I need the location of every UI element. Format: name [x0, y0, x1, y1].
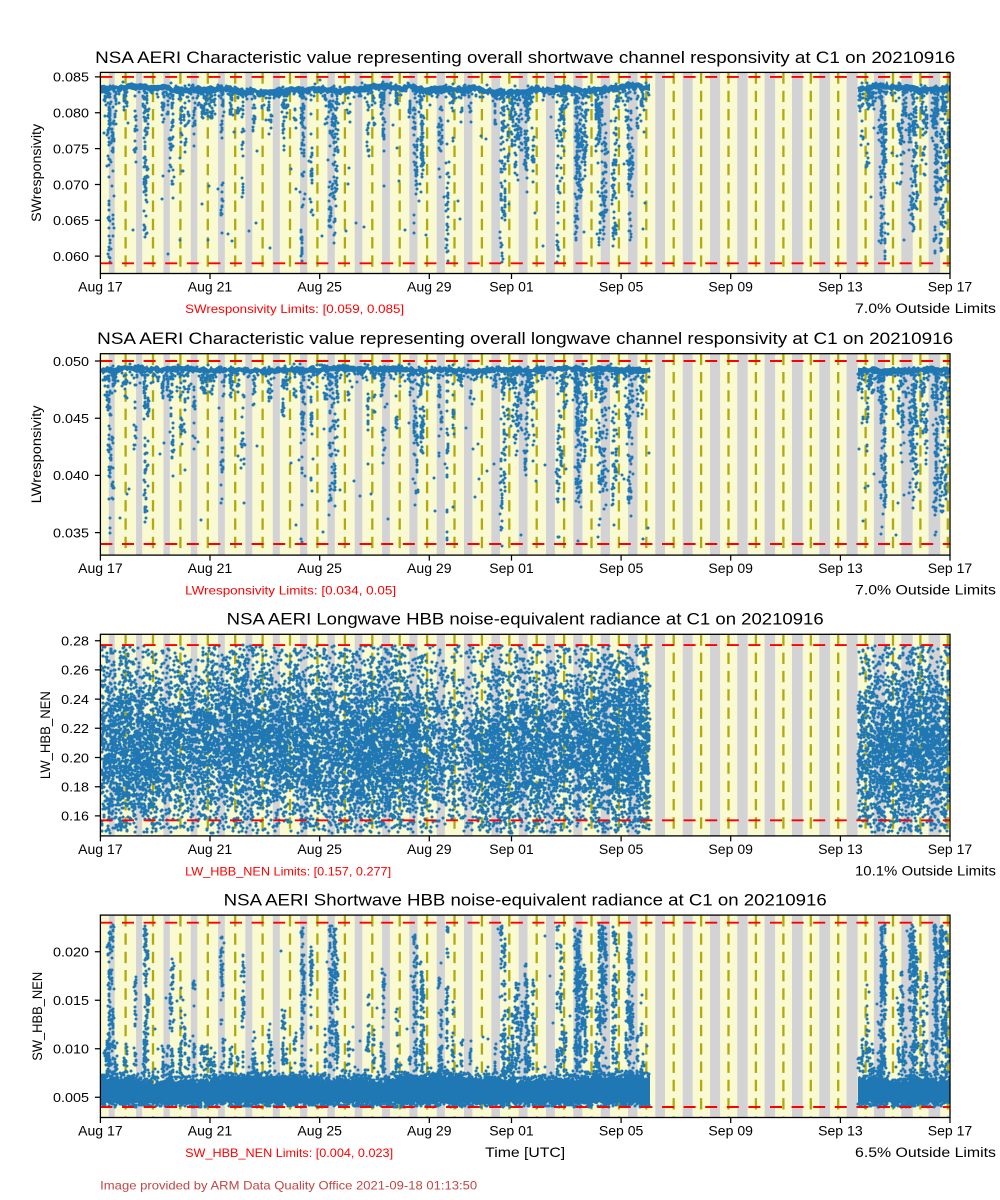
- svg-text:0.080: 0.080: [53, 106, 89, 121]
- svg-text:Aug 21: Aug 21: [188, 561, 233, 576]
- svg-text:Aug 29: Aug 29: [407, 280, 452, 295]
- svg-text:Sep 05: Sep 05: [599, 280, 644, 295]
- svg-text:Time [UTC]: Time [UTC]: [485, 1144, 565, 1160]
- svg-text:0.015: 0.015: [53, 993, 89, 1008]
- svg-text:SWresponsivity Limits: [0.059,: SWresponsivity Limits: [0.059, 0.085]: [185, 303, 404, 316]
- svg-text:Aug 17: Aug 17: [78, 1124, 123, 1139]
- svg-text:LW_HBB_NEN: LW_HBB_NEN: [38, 691, 53, 779]
- svg-text:LWresponsivity: LWresponsivity: [29, 405, 44, 503]
- svg-text:Sep 05: Sep 05: [599, 842, 644, 857]
- svg-text:Sep 17: Sep 17: [928, 561, 973, 576]
- svg-text:Aug 25: Aug 25: [297, 842, 342, 857]
- svg-text:Sep 01: Sep 01: [489, 842, 534, 857]
- svg-text:Sep 05: Sep 05: [599, 561, 644, 576]
- svg-text:SW_HBB_NEN Limits: [0.004, 0.0: SW_HBB_NEN Limits: [0.004, 0.023]: [185, 1147, 393, 1160]
- svg-text:Sep 09: Sep 09: [708, 280, 753, 295]
- svg-text:Sep 01: Sep 01: [489, 280, 534, 295]
- svg-text:Sep 17: Sep 17: [928, 280, 973, 295]
- svg-text:SW_HBB_NEN: SW_HBB_NEN: [30, 972, 45, 1061]
- svg-text:0.050: 0.050: [53, 354, 89, 369]
- svg-text:NSA AERI Longwave HBB noise-eq: NSA AERI Longwave HBB noise-equivalent r…: [227, 610, 824, 629]
- svg-text:Sep 13: Sep 13: [818, 1124, 863, 1139]
- svg-text:Image provided by ARM Data Qua: Image provided by ARM Data Quality Offic…: [100, 1179, 477, 1193]
- svg-text:Sep 17: Sep 17: [928, 842, 973, 857]
- svg-text:0.085: 0.085: [53, 70, 89, 85]
- svg-text:0.075: 0.075: [53, 141, 89, 156]
- svg-text:0.070: 0.070: [53, 177, 89, 192]
- svg-text:Aug 21: Aug 21: [188, 280, 233, 295]
- svg-text:Sep 09: Sep 09: [708, 1124, 753, 1139]
- svg-text:Sep 13: Sep 13: [818, 561, 863, 576]
- svg-text:Aug 25: Aug 25: [297, 561, 342, 576]
- svg-text:0.045: 0.045: [53, 411, 89, 426]
- svg-text:Sep 09: Sep 09: [708, 842, 753, 857]
- svg-text:0.16: 0.16: [61, 809, 89, 824]
- svg-text:0.065: 0.065: [53, 213, 89, 228]
- svg-text:0.28: 0.28: [61, 634, 89, 649]
- svg-text:NSA AERI Characteristic value: NSA AERI Characteristic value representi…: [97, 329, 953, 348]
- svg-text:0.020: 0.020: [53, 945, 89, 960]
- svg-text:0.060: 0.060: [53, 249, 89, 264]
- svg-text:0.26: 0.26: [61, 663, 89, 678]
- svg-text:Sep 05: Sep 05: [599, 1124, 644, 1139]
- svg-text:Aug 25: Aug 25: [297, 1124, 342, 1139]
- svg-text:10.1% Outside Limits: 10.1% Outside Limits: [855, 863, 996, 878]
- svg-text:NSA AERI Characteristic value: NSA AERI Characteristic value representi…: [95, 48, 955, 67]
- svg-text:7.0% Outside Limits: 7.0% Outside Limits: [855, 301, 996, 316]
- svg-text:LW_HBB_NEN Limits: [0.157, 0.2: LW_HBB_NEN Limits: [0.157, 0.277]: [185, 865, 391, 878]
- svg-text:SWresponsivity: SWresponsivity: [29, 124, 44, 222]
- svg-text:0.010: 0.010: [53, 1042, 89, 1057]
- svg-text:0.20: 0.20: [61, 750, 89, 765]
- svg-text:Aug 17: Aug 17: [78, 561, 123, 576]
- svg-text:Aug 21: Aug 21: [188, 842, 233, 857]
- svg-text:7.0% Outside Limits: 7.0% Outside Limits: [855, 583, 996, 598]
- svg-text:Sep 01: Sep 01: [489, 561, 534, 576]
- svg-text:Sep 09: Sep 09: [708, 561, 753, 576]
- svg-text:NSA AERI Shortwave HBB noise-e: NSA AERI Shortwave HBB noise-equivalent …: [224, 891, 827, 910]
- svg-text:Aug 17: Aug 17: [78, 280, 123, 295]
- svg-text:Sep 17: Sep 17: [928, 1124, 973, 1139]
- svg-text:Aug 29: Aug 29: [407, 1124, 452, 1139]
- svg-text:Aug 17: Aug 17: [78, 842, 123, 857]
- svg-text:Aug 29: Aug 29: [407, 561, 452, 576]
- svg-text:0.24: 0.24: [61, 692, 89, 707]
- svg-text:0.035: 0.035: [53, 525, 89, 540]
- svg-text:Aug 29: Aug 29: [407, 842, 452, 857]
- svg-text:Sep 01: Sep 01: [489, 1124, 534, 1139]
- svg-text:Sep 13: Sep 13: [818, 842, 863, 857]
- svg-text:Sep 13: Sep 13: [818, 280, 863, 295]
- svg-text:6.5% Outside Limits: 6.5% Outside Limits: [855, 1145, 996, 1160]
- svg-text:Aug 21: Aug 21: [188, 1124, 233, 1139]
- svg-text:0.22: 0.22: [61, 721, 89, 736]
- svg-text:Aug 25: Aug 25: [297, 280, 342, 295]
- svg-text:0.040: 0.040: [53, 468, 89, 483]
- svg-text:0.005: 0.005: [53, 1090, 89, 1105]
- svg-text:0.18: 0.18: [61, 780, 89, 795]
- svg-text:LWresponsivity Limits: [0.034,: LWresponsivity Limits: [0.034, 0.05]: [185, 585, 396, 598]
